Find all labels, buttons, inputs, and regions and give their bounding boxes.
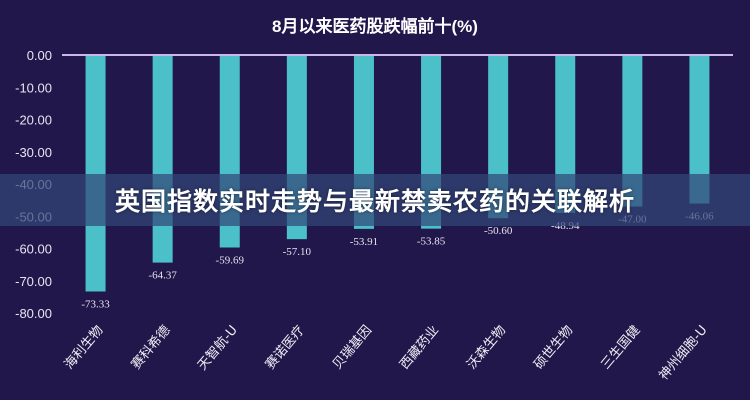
value-label: -57.10 xyxy=(283,246,312,258)
y-tick-label: -10.00 xyxy=(15,80,52,95)
y-tick-label: -60.00 xyxy=(15,242,52,257)
value-label: -53.85 xyxy=(417,236,446,248)
x-tick-label: 海利生物 xyxy=(62,323,107,372)
headline-text: 英国指数实时走势与最新禁卖农药的关联解析 xyxy=(114,188,635,216)
x-tick-label: 天智航-U xyxy=(194,322,240,373)
bar xyxy=(85,55,106,292)
x-tick-label: 赛诺医疗 xyxy=(262,322,308,372)
bar xyxy=(689,55,710,204)
y-tick-label: -80.00 xyxy=(15,306,52,321)
y-tick-label: -20.00 xyxy=(15,113,52,128)
x-tick-label: 三生国健 xyxy=(598,323,643,372)
value-label: -53.91 xyxy=(350,236,378,248)
x-tick-label: 赛科希德 xyxy=(128,322,174,372)
x-tick-label: 西藏药业 xyxy=(397,323,442,372)
headline-banner: 英国指数实时走势与最新禁卖农药的关联解析 xyxy=(0,174,750,226)
x-tick-label: 贝瑞基因 xyxy=(330,323,375,372)
bar xyxy=(152,55,173,263)
x-tick-label: 神州细胞-U xyxy=(656,323,710,383)
value-label: -50.60 xyxy=(484,225,513,237)
y-tick-label: -30.00 xyxy=(15,145,52,160)
chart-title: 8月以来医药股跌幅前十(%) xyxy=(272,17,478,36)
value-label: -64.37 xyxy=(148,270,177,282)
x-tick-label: 沃森生物 xyxy=(464,323,509,372)
x-tick-label: 硕世生物 xyxy=(531,323,576,372)
bar xyxy=(622,55,643,207)
y-tick-label: 0.00 xyxy=(27,48,52,63)
y-tick-label: -70.00 xyxy=(15,274,52,289)
value-label: -59.69 xyxy=(216,255,245,267)
bar xyxy=(555,55,576,213)
value-label: -73.33 xyxy=(81,298,110,310)
